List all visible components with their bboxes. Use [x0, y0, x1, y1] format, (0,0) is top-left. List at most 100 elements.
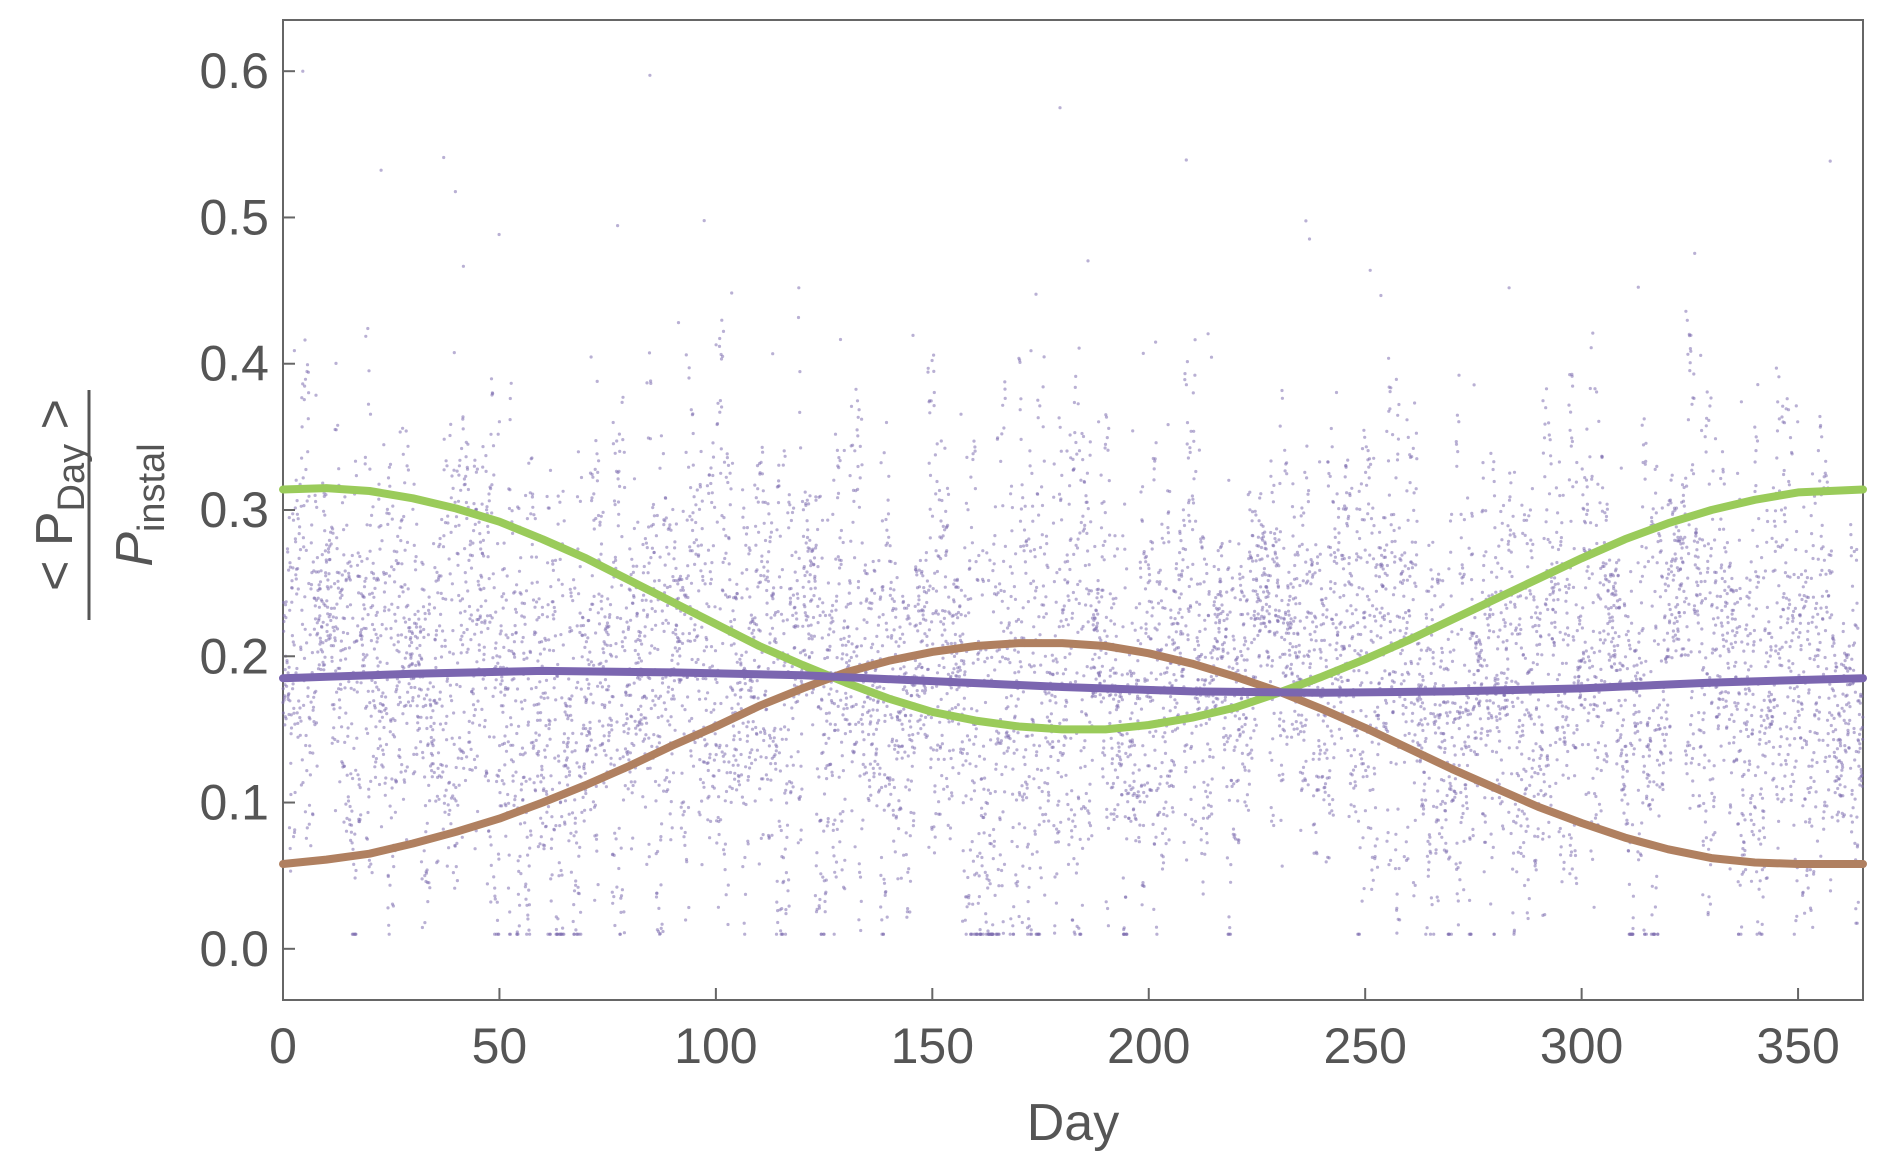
- scatter-point: [849, 655, 853, 660]
- scatter-point: [298, 548, 303, 552]
- scatter-point: [394, 779, 398, 783]
- scatter-point: [478, 614, 482, 618]
- scatter-point: [877, 615, 881, 619]
- scatter-point: [934, 609, 938, 613]
- scatter-point: [1090, 758, 1094, 762]
- scatter-point: [822, 792, 827, 796]
- scatter-point: [1021, 864, 1025, 868]
- scatter-point: [939, 519, 943, 523]
- scatter-point: [380, 539, 384, 543]
- scatter-point: [811, 547, 815, 551]
- scatter-point: [863, 636, 867, 641]
- scatter-point: [801, 585, 805, 589]
- scatter-point: [528, 777, 532, 781]
- scatter-point: [1084, 713, 1089, 717]
- scatter-point: [1008, 565, 1013, 569]
- scatter-point: [544, 789, 548, 794]
- scatter-point: [522, 601, 527, 606]
- scatter-point: [1002, 629, 1006, 633]
- scatter-point: [414, 746, 418, 750]
- scatter-point: [1104, 415, 1109, 419]
- scatter-point: [980, 777, 984, 781]
- scatter-point: [298, 716, 302, 720]
- scatter-point: [832, 932, 836, 936]
- scatter-point: [294, 671, 298, 675]
- scatter-point: [309, 587, 313, 591]
- scatter-point: [1116, 741, 1120, 745]
- scatter-point: [349, 830, 353, 834]
- scatter-point: [575, 761, 579, 765]
- scatter-point: [682, 800, 686, 804]
- scatter-point: [1001, 403, 1005, 407]
- scatter-point: [500, 595, 504, 599]
- scatter-point: [1082, 746, 1086, 750]
- scatter-point: [1106, 448, 1110, 452]
- scatter-point: [1087, 811, 1091, 815]
- scatter-point: [303, 595, 307, 599]
- scatter-point: [320, 599, 324, 603]
- scatter-point: [331, 644, 336, 648]
- scatter-point: [326, 547, 331, 551]
- scatter-point: [891, 808, 895, 813]
- scatter-point: [1071, 457, 1075, 461]
- scatter-point: [317, 605, 321, 609]
- scatter-point: [642, 737, 647, 741]
- scatter-point: [372, 628, 376, 632]
- scatter-point: [917, 585, 922, 589]
- scatter-point: [335, 547, 339, 551]
- scatter-point: [459, 651, 463, 655]
- scatter-point: [743, 932, 747, 936]
- scatter-point: [349, 772, 353, 776]
- scatter-point: [1016, 697, 1020, 701]
- scatter-point: [342, 820, 346, 824]
- scatter-point: [501, 710, 505, 714]
- scatter-point: [670, 752, 674, 756]
- scatter-point: [745, 568, 749, 572]
- scatter-point: [812, 634, 817, 638]
- scatter-point: [366, 402, 371, 406]
- scatter-point: [1112, 602, 1116, 606]
- scatter-point: [464, 455, 468, 459]
- scatter-point: [461, 264, 465, 268]
- scatter-point: [627, 758, 631, 762]
- scatter-point: [464, 474, 468, 478]
- scatter-point: [331, 527, 335, 531]
- scatter-point: [1008, 661, 1012, 665]
- scatter-point: [659, 838, 663, 842]
- scatter-point: [289, 869, 293, 873]
- scatter-point: [614, 655, 618, 659]
- scatter-point: [740, 571, 744, 575]
- scatter-point: [394, 619, 398, 623]
- scatter-point: [655, 745, 659, 749]
- scatter-point: [859, 928, 863, 933]
- scatter-point: [771, 592, 776, 596]
- scatter-point: [389, 626, 393, 631]
- scatter-point: [833, 728, 837, 732]
- scatter-point: [828, 613, 832, 617]
- scatter-point: [1026, 600, 1030, 604]
- scatter-point: [603, 615, 607, 619]
- scatter-point: [422, 697, 426, 701]
- scatter-point: [829, 762, 833, 766]
- scatter-point: [425, 726, 429, 731]
- scatter-point: [307, 581, 311, 586]
- scatter-point: [662, 629, 666, 634]
- scatter-point: [1170, 683, 1174, 688]
- scatter-point: [1058, 567, 1062, 572]
- scatter-point: [609, 723, 613, 728]
- scatter-point: [838, 840, 842, 844]
- scatter-point: [761, 450, 765, 454]
- scatter-point: [848, 581, 852, 585]
- scatter-point: [722, 527, 726, 531]
- scatter-point: [872, 775, 876, 779]
- scatter-point: [417, 663, 421, 667]
- scatter-point: [692, 541, 696, 545]
- scatter-point: [631, 836, 635, 840]
- scatter-point: [542, 776, 546, 780]
- scatter-point: [319, 569, 323, 573]
- scatter-point: [546, 696, 550, 700]
- scatter-point: [698, 758, 702, 762]
- scatter-point: [403, 620, 408, 624]
- scatter-point: [491, 444, 496, 448]
- scatter-point: [1164, 800, 1168, 804]
